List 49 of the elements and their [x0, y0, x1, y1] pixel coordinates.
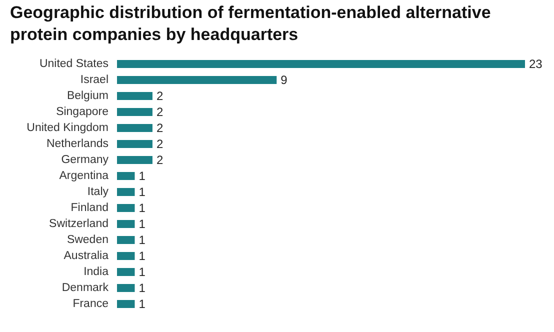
bar	[117, 76, 277, 84]
bar	[117, 108, 152, 116]
data-label: 2	[156, 105, 164, 119]
data-label: 9	[280, 73, 288, 87]
y-tick-label: Finland	[70, 202, 108, 214]
data-label: 1	[138, 217, 146, 231]
data-label: 1	[138, 185, 146, 199]
y-tick-label: Australia	[64, 250, 110, 262]
y-tick-label: Denmark	[62, 282, 109, 294]
data-label: 2	[156, 121, 164, 135]
y-tick-label: India	[84, 266, 110, 278]
y-tick-label: United Kingdom	[26, 122, 108, 134]
bar	[117, 188, 135, 196]
bar	[117, 220, 135, 228]
data-label: 1	[138, 201, 146, 215]
y-tick-label: United States	[39, 58, 109, 70]
y-tick-label: Israel	[80, 74, 108, 86]
bar	[117, 92, 152, 100]
bar	[117, 252, 135, 260]
data-label: 1	[138, 281, 146, 295]
bar	[117, 284, 135, 292]
bar	[117, 60, 525, 68]
y-tick-label: Netherlands	[46, 138, 109, 150]
bar	[117, 300, 135, 308]
y-tick-label: Sweden	[66, 234, 108, 246]
y-tick-label: Switzerland	[49, 218, 108, 230]
y-tick-label: Argentina	[59, 170, 110, 182]
bar	[117, 204, 135, 212]
data-label: 2	[156, 137, 164, 151]
bar	[117, 268, 135, 276]
bar	[117, 140, 152, 148]
data-label: 2	[156, 89, 164, 103]
y-tick-label: France	[72, 298, 108, 310]
chart-title: Geographic distribution of fermentation-enabled alternative protein companies by headquarters	[10, 3, 491, 44]
bar	[117, 124, 152, 132]
bar	[117, 172, 135, 180]
y-tick-label: Belgium	[66, 90, 108, 102]
data-label: 23	[529, 57, 543, 71]
data-label: 2	[156, 153, 164, 167]
data-label: 1	[138, 249, 146, 263]
y-tick-label: Germany	[61, 154, 109, 166]
data-label: 1	[138, 233, 146, 247]
y-tick-label: Singapore	[56, 106, 108, 118]
y-tick-label: Italy	[87, 186, 109, 198]
data-label: 1	[138, 297, 146, 311]
data-label: 1	[138, 169, 146, 183]
data-label: 1	[138, 265, 146, 279]
bar	[117, 236, 135, 244]
bar	[117, 156, 152, 164]
